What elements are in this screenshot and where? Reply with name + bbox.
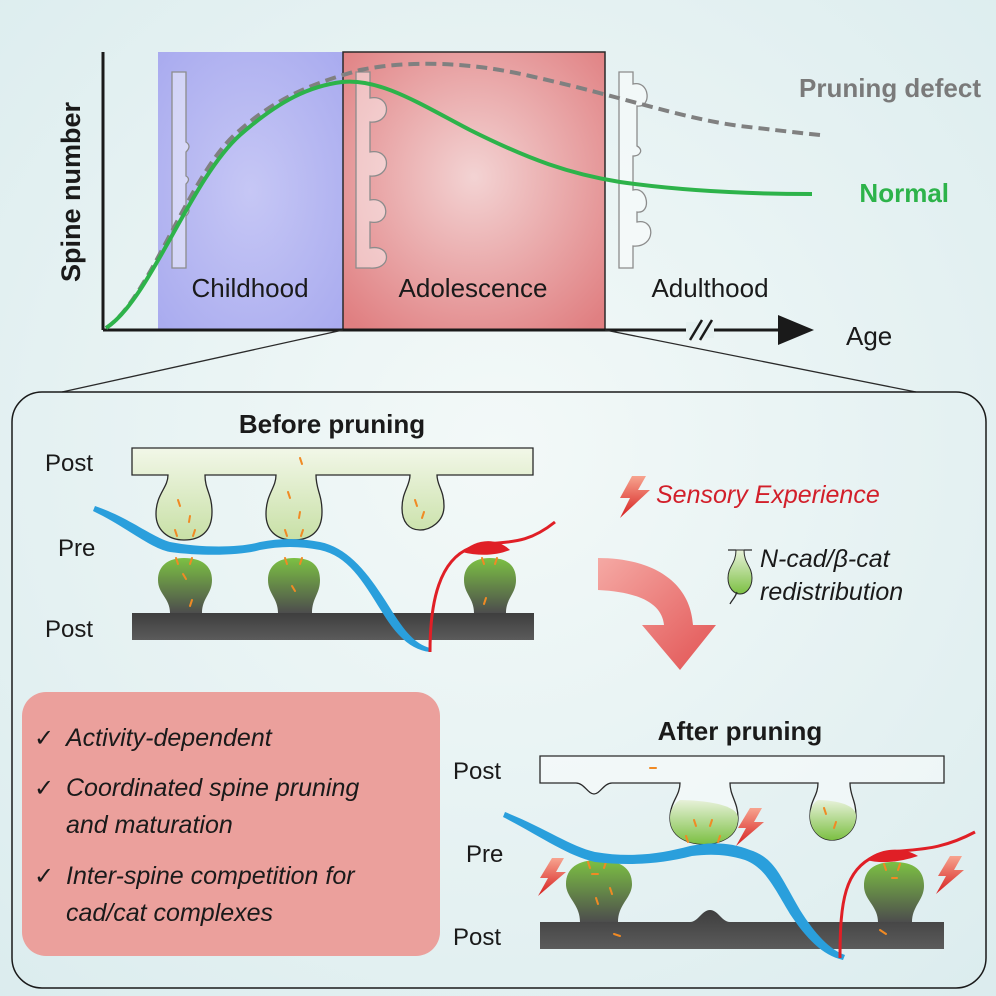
- lightning-icon-small-3: [936, 856, 964, 894]
- after-blue-axon: [503, 812, 845, 960]
- adolescence-region: [342, 51, 606, 331]
- lightning-icon-small-1: [736, 808, 764, 846]
- after-spine-bottom-1: [566, 860, 632, 922]
- before-pruning-diagram: Before pruning Post Pr: [45, 409, 556, 653]
- before-post-top-label: Post: [45, 450, 93, 477]
- transition-arrow: [598, 558, 716, 670]
- after-red-bouton: [866, 849, 918, 863]
- normal-label: Normal: [859, 178, 949, 208]
- adolescence-dendrite-sketch: [355, 71, 387, 269]
- after-post-bottom-label: Post: [453, 924, 501, 951]
- after-molecules: [587, 767, 901, 937]
- legend-line-2: redistribution: [760, 578, 903, 606]
- detail-panel: [11, 391, 987, 989]
- dendrite-sketches: [171, 71, 652, 269]
- normal-curve: [104, 79, 813, 330]
- legend-line-1: N-cad/β-cat: [760, 545, 891, 573]
- before-spine-bottom-2: [268, 558, 320, 613]
- summary-item-3-line-1: Inter-spine competition for: [66, 862, 356, 890]
- adulthood-dendrite-sketch: [618, 71, 652, 269]
- check-icon-3: ✓: [34, 863, 54, 890]
- before-pruning-title: Before pruning: [239, 409, 425, 439]
- lightning-icon: [620, 476, 650, 518]
- after-post-bottom-dendrite: [540, 910, 944, 949]
- before-blue-axon: [93, 506, 430, 652]
- check-icon-2: ✓: [34, 775, 54, 802]
- axis-break: [686, 319, 714, 341]
- before-spine-bottom-3: [464, 558, 516, 613]
- before-molecules: [174, 457, 498, 607]
- before-pre-label: Pre: [58, 535, 95, 562]
- sensory-experience-label: Sensory Experience: [656, 481, 880, 509]
- after-spine-top-1: [670, 800, 738, 844]
- after-pruning-diagram: After pruning: [453, 716, 976, 960]
- after-pre-label: Pre: [466, 841, 503, 868]
- summary-item-1-line-1: Activity-dependent: [64, 724, 273, 752]
- pruning-defect-label: Pruning defect: [799, 73, 981, 103]
- spine-legend-icon: [727, 549, 753, 605]
- childhood-region: [158, 52, 343, 330]
- summary-item-2-line-2: and maturation: [66, 811, 233, 839]
- developmental-graph: Spine number Age Childhood Adolescence A…: [56, 51, 981, 351]
- after-pruning-title: After pruning: [658, 716, 823, 746]
- pruning-defect-curve: [104, 61, 821, 330]
- x-axis-label: Age: [846, 321, 892, 351]
- zoom-line-right: [604, 329, 917, 393]
- y-axis-label: Spine number: [56, 102, 86, 283]
- phase-adulthood: Adulthood: [651, 273, 768, 303]
- phase-adolescence: Adolescence: [399, 273, 548, 303]
- before-red-bouton: [462, 541, 510, 555]
- childhood-dendrite-sketch: [171, 71, 190, 269]
- summary-box: ✓ Activity-dependent ✓ Coordinated spine…: [22, 692, 440, 956]
- phase-childhood: Childhood: [191, 273, 308, 303]
- after-spine-bottom-2: [864, 862, 924, 922]
- before-post-bottom-label: Post: [45, 616, 93, 643]
- after-post-top-label: Post: [453, 758, 501, 785]
- summary-item-2-line-1: Coordinated spine pruning: [66, 774, 359, 802]
- before-spine-bottom-1: [158, 558, 212, 613]
- after-spine-top-2: [810, 800, 856, 840]
- check-icon-1: ✓: [34, 725, 54, 752]
- zoom-line-left: [61, 329, 344, 393]
- before-post-bottom-dendrite: [132, 613, 534, 640]
- summary-item-3-line-2: cad/cat complexes: [66, 899, 273, 927]
- after-lightning-icons: [538, 808, 964, 896]
- lightning-icon-small-2: [538, 858, 566, 896]
- summary-box-bg: [22, 692, 440, 956]
